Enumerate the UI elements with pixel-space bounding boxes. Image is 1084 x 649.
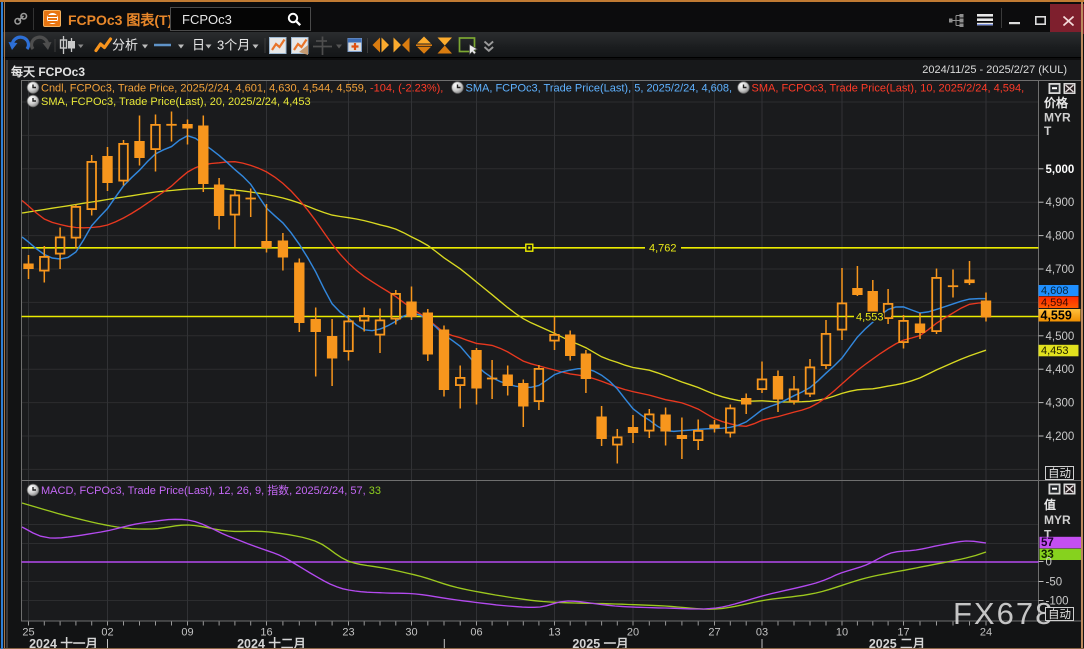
- svg-text:SMA, FCPOc3, Trade Price(Last): SMA, FCPOc3, Trade Price(Last), 5, 2025/…: [466, 83, 733, 95]
- svg-text:T: T: [1044, 124, 1052, 138]
- svg-text:4,700: 4,700: [1046, 264, 1075, 276]
- svg-text:10: 10: [836, 627, 848, 639]
- svg-text:5,000: 5,000: [1046, 164, 1075, 176]
- svg-text:06: 06: [470, 627, 482, 639]
- svg-text:MACD, FCPOc3, Trade Price(Last: MACD, FCPOc3, Trade Price(Last), 12, 26,…: [41, 483, 381, 497]
- svg-text:4,559: 4,559: [1041, 308, 1072, 322]
- svg-text:2025 二月: 2025 二月: [869, 637, 925, 649]
- svg-text:日: 日: [192, 38, 205, 53]
- svg-text:MYR: MYR: [1044, 111, 1071, 125]
- svg-text:分析: 分析: [112, 38, 138, 53]
- svg-text:2024 十一月: 2024 十一月: [29, 636, 98, 649]
- svg-text:30: 30: [405, 627, 417, 639]
- svg-text:自动: 自动: [1048, 608, 1071, 621]
- svg-text:Cndl, FCPOc3, Trade Price, 202: Cndl, FCPOc3, Trade Price, 2025/2/24, 4,…: [41, 83, 443, 95]
- svg-text:4,553: 4,553: [856, 311, 884, 323]
- svg-text:0: 0: [1046, 557, 1052, 569]
- svg-text:13: 13: [548, 627, 560, 639]
- svg-text:4,400: 4,400: [1046, 364, 1075, 376]
- svg-text:4,608: 4,608: [1041, 285, 1069, 297]
- svg-text:25: 25: [22, 627, 34, 639]
- svg-text:4,453: 4,453: [1041, 345, 1069, 357]
- svg-text:4,500: 4,500: [1046, 331, 1075, 343]
- svg-text:4,762: 4,762: [649, 243, 677, 255]
- svg-text:4,900: 4,900: [1046, 197, 1075, 209]
- svg-text:4,300: 4,300: [1046, 398, 1075, 410]
- svg-text:T: T: [1044, 528, 1052, 542]
- svg-text:3个月: 3个月: [217, 38, 250, 53]
- svg-text:16: 16: [260, 627, 272, 639]
- svg-text:4,594: 4,594: [1041, 297, 1069, 309]
- svg-text:-50: -50: [1046, 577, 1063, 589]
- svg-text:SMA, FCPOc3, Trade Price(Last): SMA, FCPOc3, Trade Price(Last), 10, 2025…: [752, 83, 1025, 95]
- svg-text:-100: -100: [1046, 596, 1069, 608]
- svg-text:02: 02: [101, 627, 113, 639]
- svg-text:价格: 价格: [1044, 95, 1069, 110]
- svg-text:57: 57: [1041, 537, 1054, 549]
- svg-text:24: 24: [980, 627, 992, 639]
- svg-text:MYR: MYR: [1044, 513, 1071, 527]
- svg-text:值: 值: [1044, 497, 1056, 512]
- svg-text:4,200: 4,200: [1046, 431, 1075, 443]
- svg-text:4,800: 4,800: [1046, 231, 1075, 243]
- svg-text:03: 03: [756, 627, 768, 639]
- svg-text:23: 23: [342, 627, 354, 639]
- svg-text:27: 27: [708, 627, 720, 639]
- svg-text:17: 17: [897, 627, 909, 639]
- svg-text:FX678: FX678: [953, 596, 1054, 631]
- svg-text:SMA, FCPOc3, Trade Price(Last): SMA, FCPOc3, Trade Price(Last), 20, 2025…: [41, 96, 311, 108]
- svg-text:2024 十二月: 2024 十二月: [237, 636, 306, 649]
- svg-text:33: 33: [1041, 549, 1054, 561]
- svg-text:09: 09: [181, 627, 193, 639]
- svg-text:自动: 自动: [1048, 467, 1071, 480]
- svg-text:2025 一月: 2025 一月: [572, 637, 628, 649]
- svg-text:20: 20: [627, 627, 639, 639]
